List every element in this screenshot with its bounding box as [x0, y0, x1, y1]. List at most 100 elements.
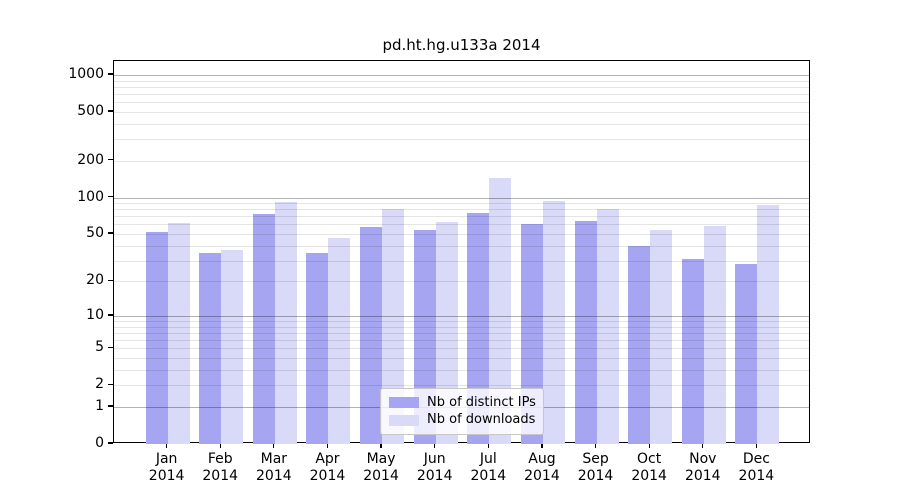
x-tick-label: Oct 2014: [621, 451, 677, 484]
y-tick-label: 10: [86, 306, 104, 323]
x-tick-mark: [594, 443, 597, 448]
bar-downloads: [489, 177, 512, 444]
legend-swatch-distinct-ips: [389, 397, 419, 409]
y-tick-mark: [108, 346, 113, 348]
x-tick-mark: [380, 443, 382, 448]
y-tick-label: 50: [86, 224, 104, 241]
x-tick-label-year: 2014: [256, 467, 292, 484]
bar-downloads: [167, 222, 190, 444]
y-tick-label: 500: [77, 102, 104, 119]
bar-distinct-ips: [467, 212, 490, 444]
bar-distinct-ips: [628, 245, 651, 444]
x-tick-label-month: Jan: [155, 451, 178, 467]
x-tick-label-year: 2014: [148, 467, 185, 484]
legend-row: Nb of downloads: [389, 412, 535, 430]
x-tick-label-year: 2014: [684, 467, 721, 484]
x-tick-mark: [434, 443, 436, 448]
bar-distinct-ips: [306, 252, 329, 444]
x-tick-label: Jan 2014: [139, 451, 195, 484]
y-tick-label: 20: [86, 272, 104, 289]
x-tick-label-month: Feb: [207, 451, 233, 467]
x-tick-label-month: Nov: [689, 451, 717, 467]
x-tick-label-month: Jun: [423, 451, 446, 467]
bar-downloads: [382, 208, 405, 444]
x-tick-label-year: 2014: [577, 467, 614, 484]
x-tick-label-month: Oct: [637, 451, 662, 467]
y-tick-label: 5: [95, 339, 104, 356]
x-tick-label-year: 2014: [470, 467, 507, 484]
x-tick-mark: [487, 443, 489, 448]
x-tick-label: May 2014: [353, 451, 409, 484]
chart-title: pd.ht.hg.u133a 2014: [382, 36, 541, 54]
y-tick-label: 200: [77, 151, 104, 168]
bar-distinct-ips: [252, 214, 275, 444]
x-tick-mark: [166, 443, 168, 448]
y-tick-label: 2: [95, 376, 104, 393]
bar-downloads: [596, 209, 619, 444]
x-tick-mark: [648, 443, 650, 448]
bar-downloads: [221, 249, 244, 444]
legend-row: Nb of distinct IPs: [389, 394, 536, 412]
x-tick-label-year: 2014: [309, 467, 346, 484]
bar-downloads: [757, 204, 780, 444]
y-tick-label: 100: [77, 188, 104, 205]
bar-distinct-ips: [360, 227, 383, 444]
x-tick-mark: [273, 443, 275, 448]
x-tick-label: Apr 2014: [299, 451, 355, 484]
x-tick-mark: [541, 443, 543, 448]
x-tick-label-month: Apr: [315, 451, 340, 467]
y-tick-mark: [108, 195, 113, 198]
legend: Nb of distinct IPs Nb of downloads: [380, 388, 544, 435]
plot-area: [113, 60, 810, 444]
x-tick-mark: [219, 443, 221, 448]
x-tick-label: Aug 2014: [514, 451, 570, 484]
bar-distinct-ips: [574, 221, 597, 444]
x-tick-mark: [755, 443, 757, 448]
y-tick-label: 0: [95, 435, 104, 451]
x-tick-label: Jul 2014: [460, 451, 516, 484]
bar-downloads: [650, 229, 673, 444]
x-tick-label-month: Mar: [260, 451, 288, 467]
bar-downloads: [328, 238, 351, 444]
x-tick-label: Jun 2014: [407, 451, 463, 484]
x-tick-label: Nov 2014: [675, 451, 731, 484]
bar-distinct-ips: [735, 264, 758, 444]
x-tick-label-month: Aug: [528, 451, 556, 467]
legend-label: Nb of downloads: [427, 412, 536, 428]
x-tick-label-year: 2014: [524, 467, 560, 484]
bar-distinct-ips: [145, 231, 168, 444]
bars-layer: [114, 61, 809, 444]
bar-downloads: [703, 226, 726, 444]
y-tick-mark: [108, 442, 113, 444]
x-tick-label-year: 2014: [631, 467, 667, 484]
x-tick-mark: [326, 443, 329, 448]
x-tick-label-year: 2014: [202, 467, 239, 484]
y-tick-mark: [108, 279, 113, 281]
legend-label: Nb of distinct IPs: [427, 394, 536, 410]
x-tick-label-month: Dec: [742, 451, 770, 467]
x-tick-label: Mar 2014: [246, 451, 302, 484]
x-tick-label-month: Jul: [479, 451, 497, 467]
x-tick-mark: [702, 443, 704, 448]
x-tick-label-month: Sep: [582, 451, 609, 467]
y-tick-mark: [108, 110, 113, 112]
bar-distinct-ips: [199, 252, 222, 444]
y-tick-mark: [108, 314, 113, 316]
x-tick-label-year: 2014: [416, 467, 453, 484]
x-tick-label: Sep 2014: [568, 451, 624, 484]
bar-distinct-ips: [681, 258, 704, 444]
y-tick-mark: [108, 232, 113, 234]
bar-downloads: [542, 201, 565, 444]
bar-downloads: [274, 202, 297, 444]
legend-swatch-downloads: [389, 414, 419, 426]
x-tick-label-year: 2014: [738, 467, 775, 484]
y-tick-mark: [108, 383, 113, 385]
x-tick-label: Feb 2014: [192, 451, 248, 484]
x-tick-label-month: May: [366, 451, 396, 467]
y-tick-label: 1000: [68, 66, 104, 82]
y-tick-label: 1: [95, 397, 104, 414]
x-tick-label: Dec 2014: [728, 451, 784, 484]
y-tick-mark: [108, 73, 113, 75]
y-tick-mark: [108, 405, 113, 407]
